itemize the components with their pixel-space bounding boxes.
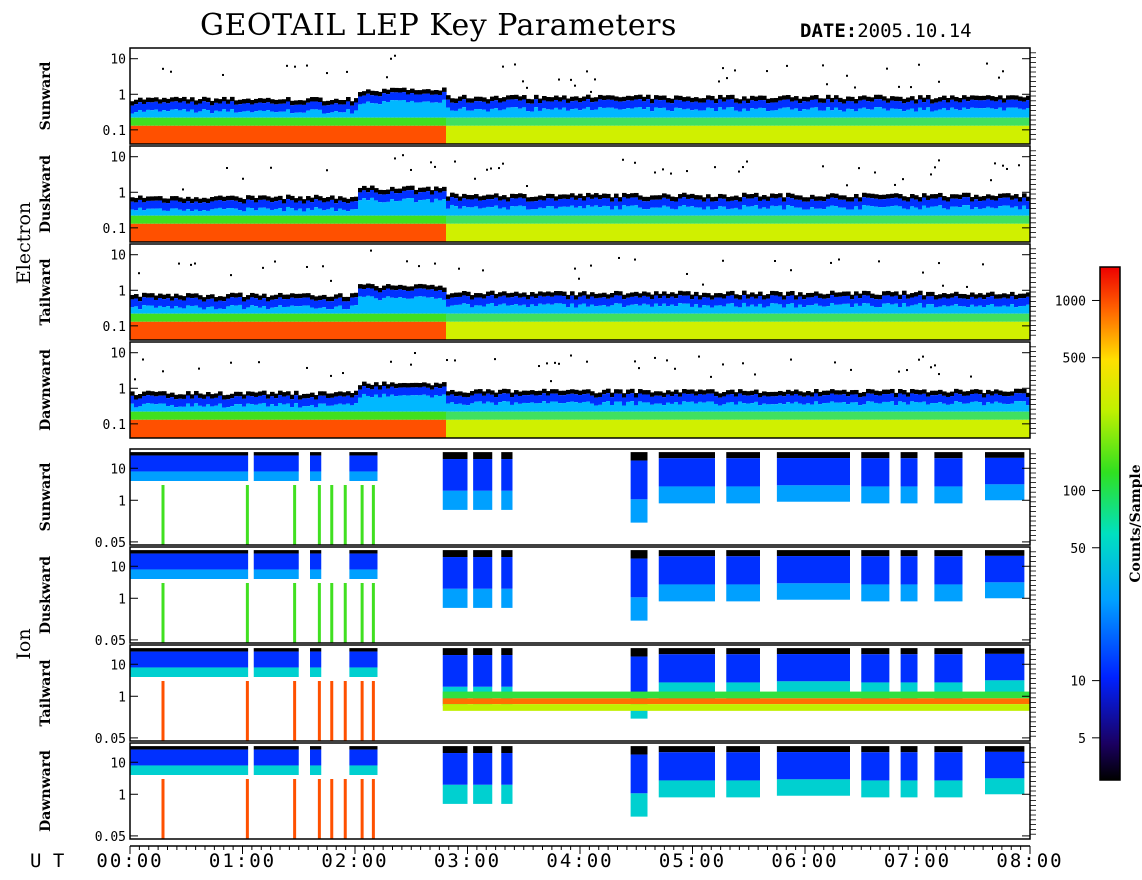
panel-ion-duskward: 10 1 0.05 Duskward xyxy=(38,546,1036,649)
panel-electron-duskward: 10 1 0.1 Duskward xyxy=(38,145,1036,243)
y-tick-label: 0.1 xyxy=(103,320,126,335)
panel-ion-sunward: 10 1 0.05 Sunward xyxy=(38,448,1036,551)
y-tick-label: 1 xyxy=(118,88,126,103)
panel-label: Tailward xyxy=(38,258,54,325)
group-label-electron: Electron xyxy=(13,202,35,284)
x-tick-label: 03:00 xyxy=(434,850,501,872)
y-tick-label: 10 xyxy=(110,53,126,68)
colorbar xyxy=(1099,266,1121,781)
y-tick-label: 10 xyxy=(110,151,126,166)
y-tick-label: 0.05 xyxy=(95,732,126,747)
y-tick-label: 1 xyxy=(118,788,126,803)
x-axis-label: U T xyxy=(30,850,64,872)
y-tick-label: 10 xyxy=(110,560,126,575)
panel-label: Duskward xyxy=(38,556,54,634)
x-tick-label: 08:00 xyxy=(996,850,1063,872)
y-tick-label: 0.05 xyxy=(95,634,126,649)
date-readout: DATE:2005.10.14 xyxy=(800,20,972,42)
spectrogram-texture xyxy=(130,249,1030,340)
spectrogram-texture xyxy=(130,352,1030,438)
panel-label: Dawnward xyxy=(38,750,54,832)
y-tick-label: 0.1 xyxy=(103,418,126,433)
group-label-ion: Ion xyxy=(13,628,35,659)
panel-label: Tailward xyxy=(38,659,54,726)
colorbar-tick-label: 100 xyxy=(1063,485,1086,500)
panel-label: Sunward xyxy=(38,462,54,531)
y-tick-label: 1 xyxy=(118,690,126,705)
x-tick-label: 06:00 xyxy=(771,850,838,872)
y-tick-label: 1 xyxy=(118,186,126,201)
x-tick-label: 02:00 xyxy=(321,850,388,872)
page-title: GEOTAIL LEP Key Parameters xyxy=(200,8,677,43)
spectrogram-texture xyxy=(130,154,1030,242)
y-tick-label: 0.1 xyxy=(103,124,126,139)
x-tick-label: 01:00 xyxy=(209,850,276,872)
y-tick-label: 10 xyxy=(110,249,126,264)
spectrogram-texture xyxy=(130,550,1025,643)
date-label: DATE: xyxy=(800,20,858,42)
date-value: 2005.10.14 xyxy=(857,20,972,42)
x-tick-label: 05:00 xyxy=(659,850,726,872)
y-tick-label: 0.05 xyxy=(95,536,126,551)
spectrogram-texture xyxy=(130,452,1025,545)
y-tick-label: 10 xyxy=(110,347,126,362)
y-tick-label: 10 xyxy=(110,462,126,477)
colorbar-tick-label: 50 xyxy=(1070,542,1086,557)
spectrogram-texture xyxy=(130,746,1025,839)
y-tick-label: 1 xyxy=(118,592,126,607)
panel-label: Dawnward xyxy=(38,349,54,431)
colorbar-label: Counts/Sample xyxy=(1128,464,1142,582)
y-tick-label: 0.05 xyxy=(95,830,126,845)
panel-ion-dawnward: 10 1 0.05 Dawnward xyxy=(38,742,1036,845)
colorbar-tick-label: 5 xyxy=(1078,732,1086,747)
x-tick-label: 04:00 xyxy=(546,850,613,872)
y-tick-label: 10 xyxy=(110,756,126,771)
y-tick-label: 0.1 xyxy=(103,222,126,237)
panel-ion-tailward: 10 1 0.05 Tailward xyxy=(38,644,1036,747)
colorbar-tick-label: 500 xyxy=(1063,352,1086,367)
colorbar-tick-label: 1000 xyxy=(1055,294,1086,309)
panel-label: Sunward xyxy=(38,61,54,130)
panel-label: Duskward xyxy=(38,155,54,233)
y-tick-label: 10 xyxy=(110,658,126,673)
spectrogram-texture xyxy=(130,648,1030,741)
y-tick-label: 1 xyxy=(118,382,126,397)
y-tick-label: 1 xyxy=(118,494,126,509)
y-tick-label: 1 xyxy=(118,284,126,299)
panel-electron-dawnward: 10 1 0.1 Dawnward xyxy=(38,341,1036,439)
x-tick-label: 00:00 xyxy=(96,850,163,872)
panel-electron-sunward: 10 1 0.1 Sunward xyxy=(38,47,1036,145)
spectrogram-texture xyxy=(130,54,1030,144)
panel-electron-tailward: 10 1 0.1 Tailward xyxy=(38,243,1036,341)
colorbar-tick-label: 10 xyxy=(1070,675,1086,690)
x-tick-label: 07:00 xyxy=(884,850,951,872)
